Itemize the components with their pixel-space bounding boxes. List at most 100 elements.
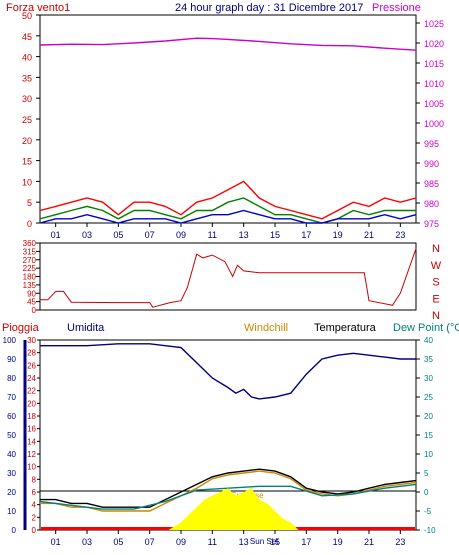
left-tick-label: 20 [22,136,32,146]
label-pioggia: Pioggia [2,322,40,334]
left-tick-label: 45 [22,32,32,42]
left-tick-label: 5 [27,198,32,208]
direction-tick-label: 225 [23,264,37,273]
humidity-tick-label: 100 [3,336,17,345]
right-tick-label: 1025 [424,19,444,29]
left-axis-label: Forza vento1 [6,2,70,14]
humidity-tick-label: 50 [7,431,16,440]
rain-tick-label: 4 [32,501,37,510]
sunset-label: Sun Set [250,537,279,546]
rain-tick-label: 20 [27,399,36,408]
temperature-tick-label: 10 [424,450,433,459]
series-vento-medio [39,209,417,224]
direction-tick-label: 135 [23,281,37,290]
temperature-tick-label: 0 [424,488,429,497]
direction-tick-label: 270 [23,256,37,265]
series-umidita [40,343,416,400]
x-tick-label: 21 [364,537,374,547]
x-tick-label: 01 [51,230,61,240]
humidity-tick-label: 10 [7,507,16,516]
x-tick-label: 19 [333,230,343,240]
x-tick-label: 17 [301,537,311,547]
x-tick-label: 11 [208,230,217,240]
rain-tick-label: 6 [32,488,37,497]
x-tick-label: 01 [51,537,61,547]
direction-tick-label: 90 [27,289,36,298]
left-tick-label: 0 [27,219,32,229]
x-tick-label: 23 [395,537,405,547]
left-tick-label: 50 [22,11,32,21]
label-umidita: Umidita [67,322,105,334]
left-tick-label: 15 [22,157,32,167]
right-tick-label: 1005 [424,99,444,109]
x-tick-label: 23 [395,230,405,240]
label-dew-point: Dew Point (°C [393,322,459,334]
compass-label: E [432,293,439,305]
rain-tick-label: 22 [27,387,36,396]
humidity-tick-label: 0 [12,526,17,535]
right-tick-label: 1000 [424,119,444,129]
label-temperatura: Temperatura [314,322,377,334]
x-tick-label: 03 [82,230,92,240]
temperature-tick-label: -5 [424,507,432,516]
rain-tick-label: 14 [27,437,36,446]
temperature-tick-label: -10 [424,526,436,535]
direction-tick-label: 180 [23,273,37,282]
series-direzione [40,248,417,308]
direction-tick-label: 360 [23,239,37,248]
chart-title: 24 hour graph day : 31 Dicembre 2017 [175,2,363,14]
x-tick-label: 03 [82,537,92,547]
compass-label: N [432,243,440,255]
x-tick-label: 05 [113,537,123,547]
series-pressione [39,37,417,51]
x-tick-label: 07 [145,537,155,547]
series-raffica-media [39,197,416,224]
compass-label: W [431,260,442,272]
rain-tick-label: 26 [27,361,36,370]
compass-label: N [432,310,440,322]
x-tick-label: 17 [301,230,311,240]
rain-tick-label: 24 [27,374,36,383]
humidity-tick-label: 70 [7,393,16,402]
right-tick-label: 990 [424,159,439,169]
label-windchill: Windchill [244,322,288,334]
rain-tick-label: 2 [32,513,37,522]
rain-tick-label: 18 [27,412,36,421]
temperature-tick-label: 20 [424,412,433,421]
x-tick-label: 19 [333,537,343,547]
x-tick-label: 09 [176,537,186,547]
right-axis-label: Pressione [372,2,421,14]
x-tick-label: 11 [208,537,217,547]
right-tick-label: 1015 [424,59,444,69]
right-tick-label: 1020 [424,39,444,49]
x-tick-label: 07 [145,230,155,240]
humidity-tick-label: 40 [7,450,16,459]
right-tick-label: 995 [424,139,439,149]
temperature-tick-label: 40 [424,336,433,345]
temperature-tick-label: 25 [424,393,433,402]
rain-tick-label: 28 [27,349,36,358]
solar-area [168,488,299,530]
temperature-tick-label: 5 [424,469,429,478]
rain-tick-label: 12 [27,450,36,459]
direction-tick-label: 45 [27,298,36,307]
right-tick-label: 980 [424,199,439,209]
left-tick-label: 40 [22,53,32,63]
x-tick-label: 05 [113,230,123,240]
x-tick-label: 15 [270,230,280,240]
compass-label: S [432,277,439,289]
temperature-tick-label: 15 [424,431,433,440]
rain-tick-label: 8 [32,475,37,484]
series-forza-vento1 [39,180,417,220]
left-tick-label: 30 [22,94,32,104]
right-tick-label: 1010 [424,79,444,89]
x-tick-label: 15 [270,537,280,547]
temperature-tick-label: 35 [424,355,433,364]
right-tick-label: 985 [424,179,439,189]
x-tick-label: 13 [239,230,249,240]
humidity-tick-label: 80 [7,374,16,383]
humidity-tick-label: 60 [7,412,16,421]
left-tick-label: 10 [22,177,32,187]
rain-tick-label: 30 [27,336,36,345]
